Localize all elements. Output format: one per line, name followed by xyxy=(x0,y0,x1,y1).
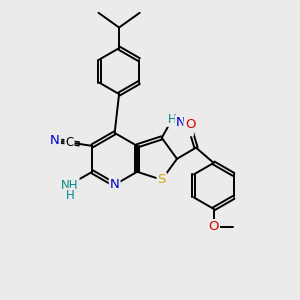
Text: NH: NH xyxy=(61,178,79,192)
Text: H: H xyxy=(184,122,193,135)
Text: S: S xyxy=(158,173,166,186)
Text: N: N xyxy=(176,116,185,129)
Text: O: O xyxy=(185,118,195,131)
Text: O: O xyxy=(208,220,219,233)
Text: C: C xyxy=(65,136,74,149)
Text: N: N xyxy=(50,134,59,147)
Text: N: N xyxy=(110,178,119,191)
Text: H: H xyxy=(167,113,176,126)
Text: H: H xyxy=(65,189,74,202)
